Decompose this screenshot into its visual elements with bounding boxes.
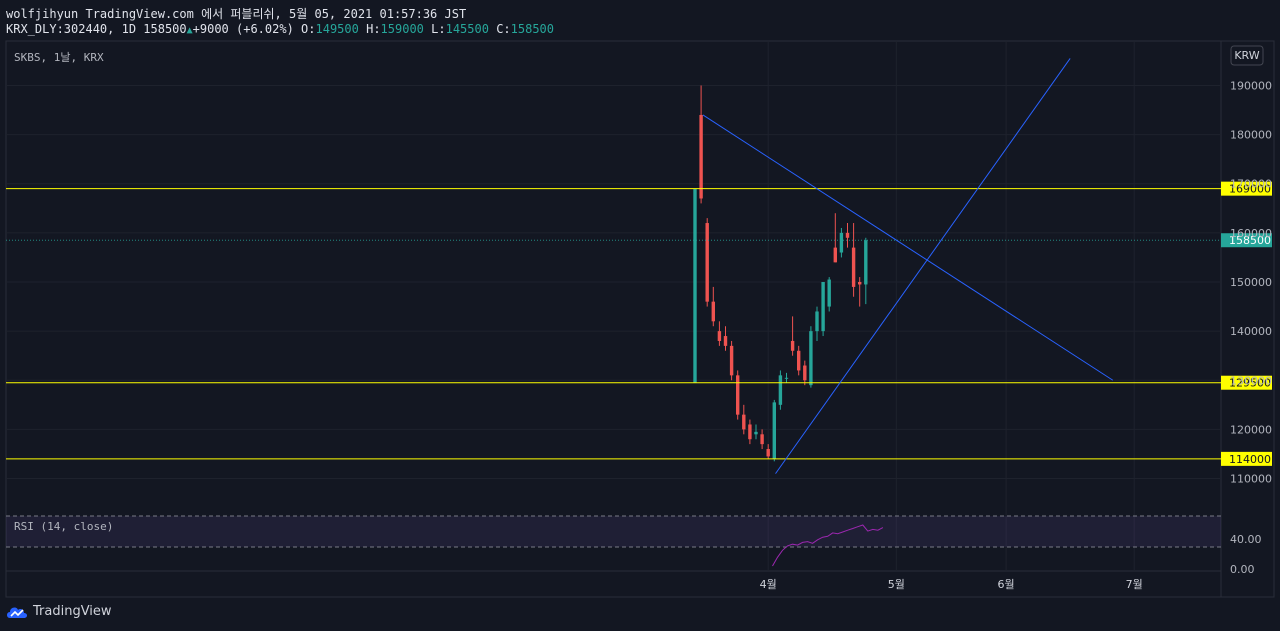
grid [6, 41, 1221, 571]
candle-body [705, 223, 709, 302]
price-tick-label: 160000 [1230, 227, 1272, 240]
trendline [775, 58, 1071, 474]
candle-body [821, 282, 825, 332]
horizontal-line-label: 114000 [1229, 453, 1271, 466]
candle-body [754, 431, 758, 435]
candle-body [693, 188, 697, 383]
rsi-tick-label: 40.00 [1230, 533, 1262, 546]
tradingview-logo[interactable]: TradingView [6, 604, 112, 619]
candle-body [803, 365, 807, 381]
price-tick-label: 190000 [1230, 79, 1272, 92]
candle-body [833, 247, 837, 263]
candle-body [815, 311, 819, 332]
ohlc-bar: KRX_DLY:302440, 1D 158500▲+9000 (+6.02%)… [6, 22, 554, 36]
candle-body [851, 247, 856, 287]
price-tick-label: 130000 [1230, 374, 1272, 387]
candle-body [864, 240, 868, 285]
price-tick-label: 140000 [1230, 325, 1272, 338]
candle-body [717, 331, 722, 341]
candle-body [711, 301, 715, 322]
candle-body [766, 449, 770, 457]
horizontal-line-badge [1221, 451, 1272, 466]
up-triangle-icon: ▲ [186, 25, 193, 36]
candle-body [729, 345, 734, 376]
price-tick-label: 110000 [1230, 473, 1272, 486]
horizontal-lines: 158500 169000 129500 114000 [6, 181, 1272, 466]
open-label: O: [301, 22, 316, 36]
low-value: 145500 [445, 22, 489, 36]
close-value: 158500 [510, 22, 554, 36]
publish-info: wolfjihyun TradingView.com 에서 퍼블리쉬, 5월 0… [6, 7, 467, 21]
tradingview-cloud-icon [7, 607, 27, 618]
horizontal-line-label: 129500 [1229, 377, 1271, 390]
candle-body [809, 331, 813, 386]
symbol-info: KRX_DLY:302440, 1D 158500 [6, 22, 187, 36]
candles [693, 85, 868, 462]
candle-body [748, 424, 752, 440]
candle-body [784, 377, 789, 379]
candle-body [790, 340, 795, 351]
candle-body [858, 282, 862, 285]
time-axis: 4월 5월 6월 7월 [760, 578, 1143, 591]
candle-body [699, 114, 703, 199]
rsi-pane: RSI (14, close) [6, 515, 1221, 567]
candle-body [797, 350, 801, 371]
price-tick-label: 150000 [1230, 276, 1272, 289]
time-tick-label: 5월 [888, 578, 905, 591]
price-tick-label: 120000 [1230, 423, 1272, 436]
time-tick-label: 6월 [998, 578, 1015, 591]
candle-body [736, 375, 740, 415]
candle-body [778, 375, 783, 405]
chart-title: SKBS, 1날, KRX [14, 51, 104, 64]
candle-body [827, 279, 831, 307]
trendlines [702, 58, 1114, 474]
change-info: +9000 (+6.02%) [192, 22, 294, 36]
horizontal-line-badge [1221, 375, 1272, 390]
brand-label: TradingView [33, 604, 112, 619]
open-value: 149500 [315, 22, 359, 36]
trendline [702, 114, 1114, 381]
high-value: 159000 [380, 22, 424, 36]
low-label: L: [431, 22, 446, 36]
rsi-tick-label: 0.00 [1230, 563, 1255, 576]
currency-badge[interactable] [1230, 45, 1264, 66]
horizontal-line-badge [1221, 181, 1272, 196]
candle-body [845, 232, 850, 238]
time-tick-label: 4월 [760, 578, 777, 591]
chart-frame [5, 40, 1275, 598]
current-price-badge [1221, 233, 1272, 248]
high-label: H: [366, 22, 381, 36]
candle-body [772, 402, 776, 459]
candle-body [839, 232, 844, 253]
time-tick-label: 7월 [1126, 578, 1143, 591]
price-axis: 110000 120000 130000 140000 150000 160000 1700… [1230, 79, 1272, 576]
rsi-label: RSI (14, close) [14, 520, 113, 533]
rsi-band [6, 516, 1221, 547]
price-tick-label: 180000 [1230, 129, 1272, 142]
close-label: C: [496, 22, 511, 36]
price-tick-label: 170000 [1230, 178, 1272, 191]
rsi-line [772, 524, 884, 567]
horizontal-line-label: 169000 [1229, 183, 1271, 196]
candle-body [723, 336, 728, 346]
currency-label: KRW [1234, 49, 1259, 62]
candle-body [760, 434, 764, 445]
candle-body [742, 414, 746, 430]
current-price-label: 158500 [1229, 234, 1271, 247]
